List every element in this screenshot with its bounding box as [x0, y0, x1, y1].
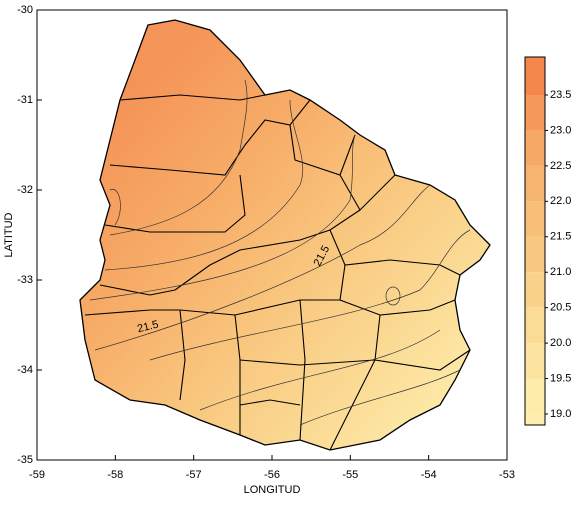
- colorbar-label: 23.5: [550, 89, 571, 101]
- country-fill: [79, 19, 491, 451]
- x-tick-label: -56: [264, 469, 280, 481]
- colorbar-bin: [525, 343, 545, 379]
- colorbar-label: 19.5: [550, 372, 571, 384]
- x-tick-label: -58: [107, 469, 123, 481]
- colorbar-label: 19.0: [550, 408, 571, 420]
- colorbar-frame: [524, 56, 546, 426]
- y-tick-label: -30: [17, 4, 33, 16]
- colorbar-label: 23.0: [550, 124, 571, 136]
- colorbar-bin: [525, 201, 545, 237]
- y-tick-label: -35: [17, 454, 33, 466]
- colorbar-label: 21.0: [550, 266, 571, 278]
- y-tick-label: -33: [17, 274, 33, 286]
- y-tick-label: -34: [17, 364, 33, 376]
- x-tick-label: -53: [499, 469, 515, 481]
- y-tick-label: -31: [17, 94, 33, 106]
- colorbar-bin: [525, 236, 545, 273]
- colorbar-bin: [525, 95, 545, 131]
- colorbar-bin: [525, 165, 545, 202]
- colorbar-bin: [525, 307, 545, 344]
- colorbar-bin: [525, 272, 545, 308]
- colorbar-label: 21.5: [550, 231, 571, 243]
- colorbar-label: 22.0: [550, 195, 571, 207]
- x-axis-label: LONGITUD: [244, 484, 301, 496]
- departments: [84, 94, 471, 451]
- colorbar-label: 22.5: [550, 160, 571, 172]
- contour-label: 21.5: [136, 318, 160, 335]
- x-tick-label: -55: [342, 469, 358, 481]
- colorbar-label: 20.0: [550, 337, 571, 349]
- colorbar-bin: [525, 378, 545, 414]
- x-tick-label: -59: [29, 469, 45, 481]
- colorbar-bin: [525, 130, 545, 166]
- colorbar-bin: [525, 57, 545, 95]
- colorbar-label: 20.5: [550, 302, 571, 314]
- x-tick-label: -54: [421, 469, 437, 481]
- colorbar-bin: [525, 414, 545, 425]
- y-axis-label: LATITUD: [3, 212, 15, 257]
- y-tick-label: -32: [17, 184, 33, 196]
- x-tick-label: -57: [186, 469, 202, 481]
- contours: [89, 79, 471, 426]
